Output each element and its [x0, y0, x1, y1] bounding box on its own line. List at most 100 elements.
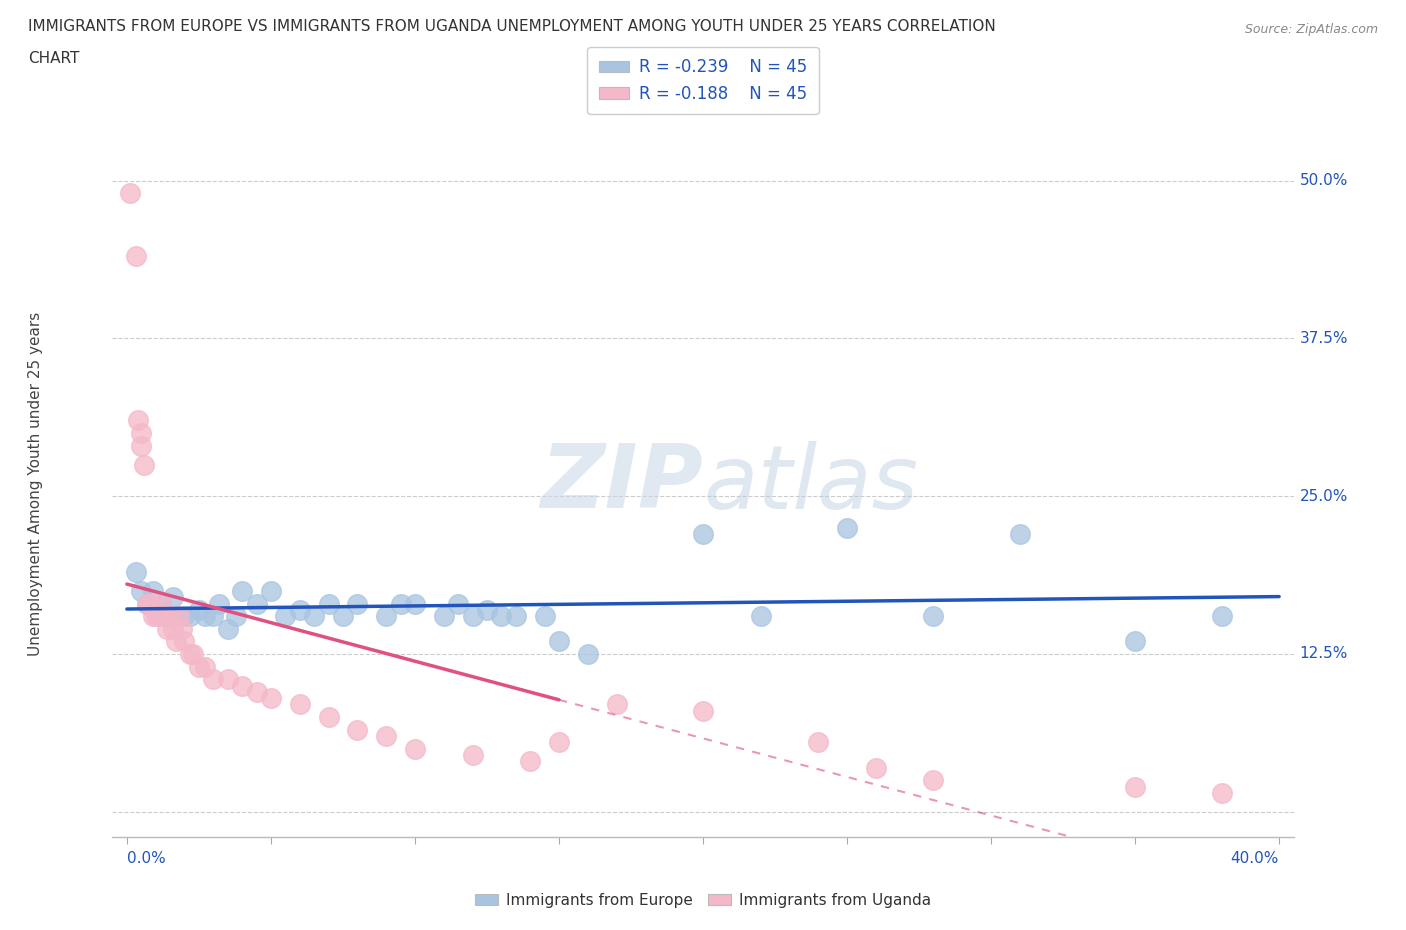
Point: [150, 596, 173, 611]
Point: [194, 659, 217, 674]
Text: CHART: CHART: [28, 51, 80, 66]
Point: [124, 565, 146, 579]
Point: [274, 609, 297, 624]
Point: [865, 760, 887, 775]
Point: [150, 609, 173, 624]
Point: [231, 583, 253, 598]
Text: 25.0%: 25.0%: [1299, 489, 1348, 504]
Point: [533, 609, 555, 624]
Point: [127, 413, 149, 428]
Point: [225, 609, 247, 624]
Point: [548, 634, 571, 649]
Point: [153, 609, 176, 624]
Point: [260, 691, 283, 706]
Text: Unemployment Among Youth under 25 years: Unemployment Among Youth under 25 years: [28, 312, 44, 656]
Point: [433, 609, 456, 624]
Point: [288, 603, 311, 618]
Text: 37.5%: 37.5%: [1299, 331, 1348, 346]
Point: [217, 671, 239, 686]
Point: [145, 609, 167, 624]
Legend: Immigrants from Europe, Immigrants from Uganda: Immigrants from Europe, Immigrants from …: [470, 887, 936, 914]
Point: [187, 603, 209, 618]
Point: [136, 596, 159, 611]
Point: [692, 703, 714, 718]
Point: [202, 671, 225, 686]
Point: [922, 773, 945, 788]
Point: [245, 596, 267, 611]
Point: [245, 684, 267, 699]
Point: [505, 609, 527, 624]
Point: [156, 609, 179, 624]
Point: [150, 596, 173, 611]
Point: [461, 748, 484, 763]
Point: [145, 603, 167, 618]
Point: [447, 596, 470, 611]
Text: ZIP: ZIP: [540, 440, 703, 527]
Point: [318, 596, 340, 611]
Point: [346, 723, 368, 737]
Point: [167, 609, 190, 624]
Point: [288, 698, 311, 712]
Point: [173, 634, 195, 649]
Point: [134, 458, 156, 472]
Point: [260, 583, 283, 598]
Point: [475, 603, 498, 618]
Text: 40.0%: 40.0%: [1230, 851, 1279, 866]
Point: [548, 735, 571, 750]
Point: [332, 609, 354, 624]
Point: [167, 609, 190, 624]
Point: [576, 646, 599, 661]
Point: [692, 526, 714, 541]
Point: [375, 609, 398, 624]
Point: [208, 596, 231, 611]
Point: [142, 583, 165, 598]
Text: 50.0%: 50.0%: [1299, 173, 1348, 188]
Point: [179, 609, 201, 624]
Point: [389, 596, 412, 611]
Point: [217, 621, 239, 636]
Point: [179, 646, 201, 661]
Text: atlas: atlas: [703, 441, 918, 526]
Point: [129, 438, 152, 453]
Point: [375, 728, 398, 743]
Text: 0.0%: 0.0%: [127, 851, 166, 866]
Text: IMMIGRANTS FROM EUROPE VS IMMIGRANTS FROM UGANDA UNEMPLOYMENT AMONG YOUTH UNDER : IMMIGRANTS FROM EUROPE VS IMMIGRANTS FRO…: [28, 19, 995, 33]
Point: [1211, 785, 1233, 800]
Point: [139, 596, 162, 611]
Point: [404, 741, 426, 756]
Point: [606, 698, 628, 712]
Point: [187, 659, 209, 674]
Point: [194, 609, 217, 624]
Point: [749, 609, 772, 624]
Point: [302, 609, 325, 624]
Point: [202, 609, 225, 624]
Point: [835, 521, 858, 536]
Point: [159, 609, 181, 624]
Point: [461, 609, 484, 624]
Text: Source: ZipAtlas.com: Source: ZipAtlas.com: [1244, 23, 1378, 36]
Point: [404, 596, 426, 611]
Point: [118, 186, 141, 201]
Point: [129, 426, 152, 441]
Point: [1211, 609, 1233, 624]
Point: [156, 621, 179, 636]
Point: [162, 621, 184, 636]
Point: [162, 590, 184, 604]
Point: [173, 609, 195, 624]
Point: [181, 646, 204, 661]
Point: [124, 249, 146, 264]
Point: [1123, 779, 1146, 794]
Point: [148, 609, 170, 624]
Point: [142, 609, 165, 624]
Point: [1008, 526, 1031, 541]
Point: [807, 735, 830, 750]
Point: [922, 609, 945, 624]
Point: [170, 621, 193, 636]
Point: [519, 754, 541, 769]
Point: [165, 634, 187, 649]
Point: [1123, 634, 1146, 649]
Point: [129, 583, 152, 598]
Point: [318, 710, 340, 724]
Point: [491, 609, 513, 624]
Point: [136, 596, 159, 611]
